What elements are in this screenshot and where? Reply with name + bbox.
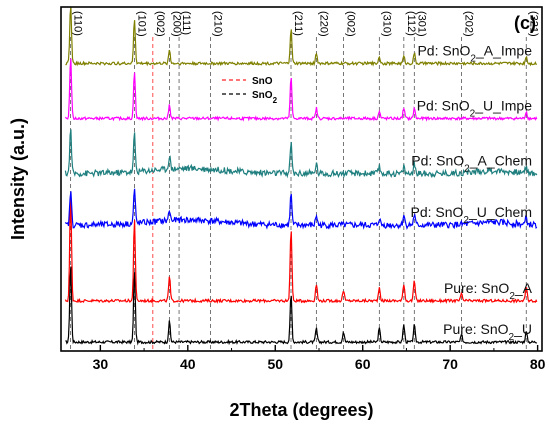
hkl-label-0: (110) [72, 11, 84, 36]
series-label-0: Pure: SnO2_U [443, 321, 532, 343]
series-line-5 [65, 6, 538, 67]
series-line-3 [64, 129, 538, 179]
hkl-label-2: (002) [154, 11, 166, 37]
hkl-label-4: (111) [180, 11, 192, 35]
series-line-4 [64, 58, 538, 122]
x-tick-label-50: 50 [267, 356, 283, 372]
x-tick-label-40: 40 [180, 356, 196, 372]
hkl-label-7: (220) [317, 11, 329, 37]
x-tick-label-80: 80 [530, 356, 546, 372]
panel-label: (c) [514, 13, 536, 33]
series-line-2 [64, 188, 538, 231]
series-line-0 [65, 266, 538, 346]
hkl-label-3: (200) [170, 11, 182, 37]
series-labels: Pure: SnO2_U Pure: SnO2_A Pd: SnO2_U_Chem P… [410, 42, 532, 342]
plot-frame [60, 6, 543, 352]
legend-label-0: SnO [252, 76, 273, 87]
legend: SnO SnO2 [222, 76, 278, 105]
x-axis-ticks: 30 40 50 60 70 80 [93, 345, 546, 372]
series-label-3: Pd: SnO2_A_Chem [411, 153, 532, 175]
hkl-label-5: (210) [212, 11, 224, 37]
hkl-labels: (110) (101) (002) (200)(111) (210) (211) (220)… [72, 11, 540, 37]
x-tick-label-30: 30 [93, 356, 109, 372]
hkl-label-1: (101) [135, 11, 147, 37]
hkl-label-6: (211) [292, 11, 304, 36]
hkl-label-10: (112) [405, 11, 417, 36]
x-tick-label-60: 60 [355, 356, 371, 372]
series-label-4: Pd: SnO2_U_Impe [417, 98, 533, 120]
hkl-label-9: (310) [380, 11, 392, 37]
hkl-label-8: (002) [344, 11, 356, 37]
x-tick-label-70: 70 [442, 356, 458, 372]
hkl-label-12: (202) [463, 11, 475, 37]
reference-lines [70, 37, 527, 351]
series-label-1: Pure: SnO2_A [444, 280, 533, 302]
x-axis-title: 2Theta (degrees) [229, 400, 373, 420]
series-label-5: Pd: SnO2_A_Impe [417, 42, 532, 64]
hkl-label-13: (321) [527, 11, 539, 37]
hkl-label-11: (301) [415, 11, 427, 37]
series-line-1 [64, 198, 538, 305]
legend-label-1: SnO2 [252, 90, 278, 105]
y-axis-title: Intensity (a.u.) [8, 118, 28, 240]
series-traces [64, 6, 538, 346]
series-label-2: Pd: SnO2_U_Chem [410, 204, 532, 226]
